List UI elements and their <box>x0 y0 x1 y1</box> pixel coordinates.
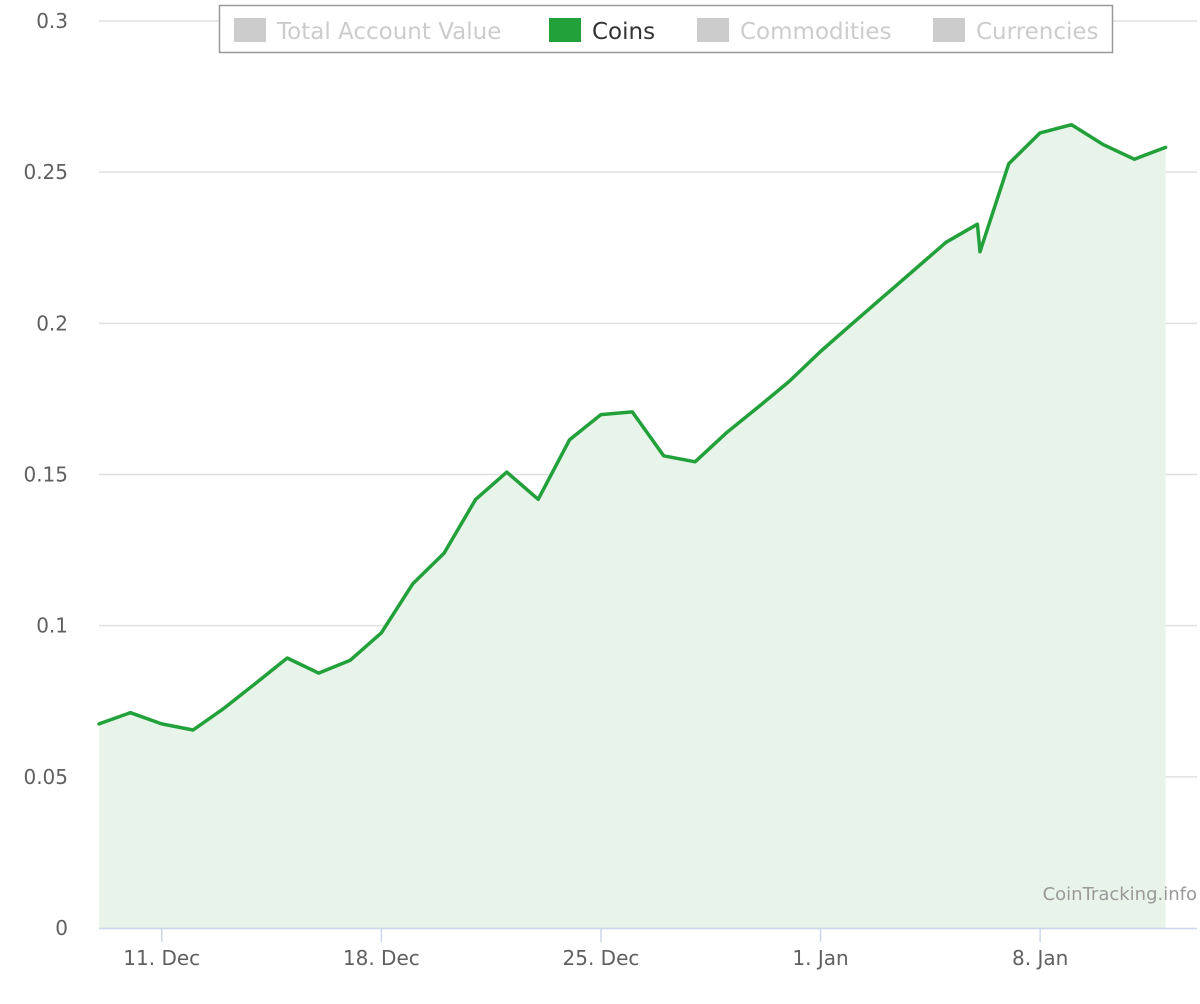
y-tick-label: 0 <box>55 916 68 940</box>
legend-swatch <box>933 18 965 42</box>
legend-label: Commodities <box>740 19 892 45</box>
legend-swatch <box>549 18 581 42</box>
legend-label: Coins <box>592 19 655 45</box>
x-tick-label: 8. Jan <box>1012 946 1068 970</box>
legend-item[interactable]: Currencies <box>933 18 1099 45</box>
series-coins <box>97 122 1168 928</box>
x-tick-label: 18. Dec <box>343 946 420 970</box>
legend-swatch <box>697 18 729 42</box>
axes: 0 0.05 0.1 0.15 0.2 0.25 0.3 11. Dec 18. Dec 25. … <box>23 9 1197 970</box>
x-tick-label: 11. Dec <box>123 946 200 970</box>
legend-label: Currencies <box>976 19 1099 45</box>
y-tick-label: 0.05 <box>23 765 68 789</box>
x-tick-label: 1. Jan <box>792 946 848 970</box>
y-tick-label: 0.3 <box>36 9 68 33</box>
coins-area-fill <box>99 124 1166 928</box>
legend-item[interactable]: Coins <box>549 18 655 45</box>
legend-item[interactable]: Commodities <box>697 18 892 45</box>
legend: Total Account Value Coins Commodities Curre… <box>218 4 1114 54</box>
legend-label: Total Account Value <box>276 19 501 45</box>
legend-swatch <box>234 18 266 42</box>
coins-series-line[interactable] <box>97 122 1168 732</box>
legend-item[interactable]: Total Account Value <box>234 18 501 45</box>
credits-label[interactable]: CoinTracking.info <box>1043 884 1197 905</box>
y-tick-label: 0.25 <box>23 160 68 184</box>
y-tick-label: 0.1 <box>36 614 68 638</box>
y-tick-label: 0.15 <box>23 463 68 487</box>
x-tick-label: 25. Dec <box>563 946 640 970</box>
y-tick-label: 0.2 <box>36 311 68 335</box>
